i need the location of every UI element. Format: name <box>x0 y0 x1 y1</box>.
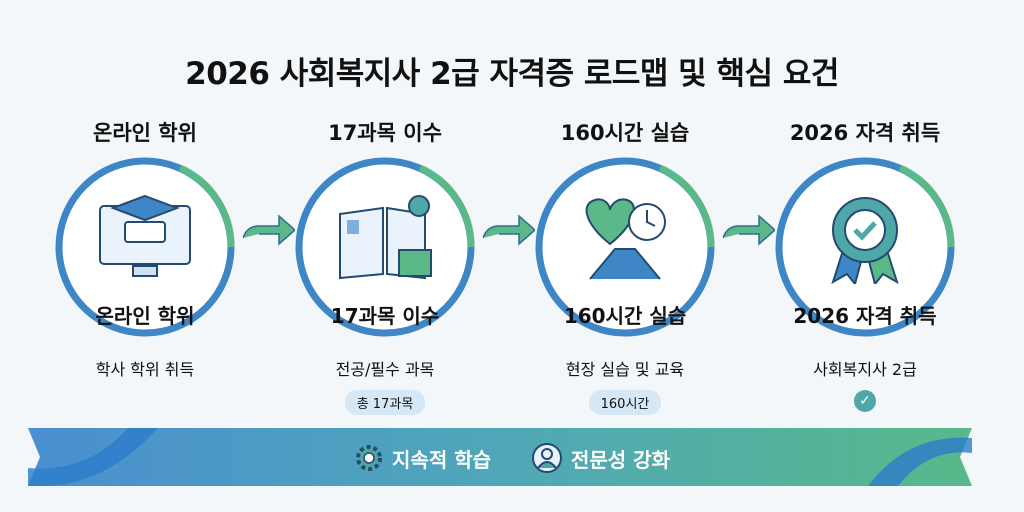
step-inner-label: 온라인 학위 <box>95 304 195 328</box>
step-description: 전공/필수 과목 <box>335 360 435 379</box>
step-courses: 17과목 이수 17과목 이수 전공/필수 과목 총 17과목 <box>265 118 505 415</box>
graduation-monitor-icon <box>99 194 191 277</box>
open-book-icon <box>339 195 432 280</box>
banner-ribbon <box>28 428 972 486</box>
step-inner-label: 160시간 실습 <box>563 304 687 328</box>
step-title: 온라인 학위 <box>93 121 197 145</box>
banner-content: 지속적 학습 전문성 강화 <box>0 430 1024 486</box>
handshake-clock-icon <box>585 198 666 280</box>
step-title: 160시간 실습 <box>560 121 690 145</box>
step-inner-label: 2026 자격 취득 <box>793 304 937 328</box>
check-icon: ✓ <box>854 390 876 412</box>
step-title: 17과목 이수 <box>328 121 442 145</box>
arrow-right-icon <box>723 214 775 246</box>
step-inner-label: 17과목 이수 <box>330 304 440 328</box>
step-description: 학사 학위 취득 <box>95 360 195 379</box>
step-title: 2026 자격 취득 <box>789 121 941 145</box>
banner-item-continuous-learning: 지속적 학습 <box>354 443 491 473</box>
step-certification: 2026 자격 취득 2026 자격 취득 사회복지사 2급 ✓ <box>745 118 985 412</box>
award-badge-icon <box>831 197 899 284</box>
person-icon <box>532 443 562 473</box>
hours-badge: 160시간 <box>588 390 662 415</box>
arrow-right-icon <box>483 214 535 246</box>
progress-ring <box>535 157 715 337</box>
gear-icon <box>356 445 383 471</box>
arrow-right-icon <box>243 214 295 246</box>
page-title: 2026 사회복지사 2급 자격증 로드맵 및 핵심 요건 <box>185 56 839 92</box>
step-practicum: 160시간 실습 160시간 실습 현장 실습 및 교육 160시간 <box>505 118 745 415</box>
step-description: 현장 실습 및 교육 <box>565 360 685 379</box>
step-online-degree: 온라인 학위 온라인 학위 학사 학위 취득 <box>25 118 265 380</box>
step-description: 사회복지사 2급 <box>813 360 917 379</box>
banner-label: 지속적 학습 <box>392 447 491 472</box>
course-count-badge: 총 17과목 <box>344 390 426 415</box>
banner-item-expertise: 전문성 강화 <box>531 442 670 474</box>
banner-label: 전문성 강화 <box>571 447 670 472</box>
